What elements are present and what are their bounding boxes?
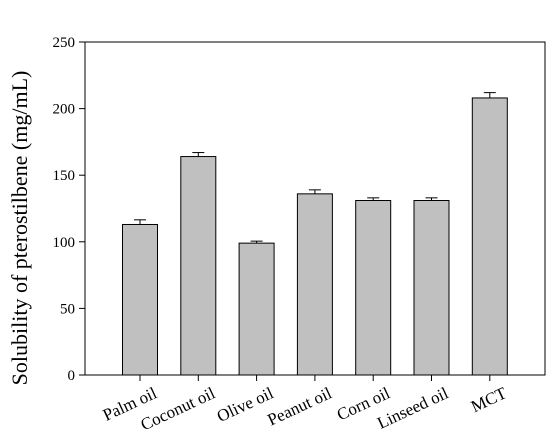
bars-group (122, 92, 508, 381)
bar (296, 193, 333, 376)
y-tick-label: 200 (53, 102, 76, 118)
bar (471, 97, 508, 376)
y-tick-label: 100 (53, 235, 76, 251)
bar (238, 242, 275, 376)
y-ticks-group: 0 50 100 150 200 250 (53, 35, 85, 384)
y-tick-label: 150 (53, 168, 76, 184)
category-label: Peanut oil (265, 383, 335, 429)
bar (180, 156, 217, 376)
bar (122, 223, 158, 376)
bar (413, 200, 450, 376)
y-axis-title: Solubility of pterostilbene (mg/mL) (7, 71, 32, 386)
y-tick-label: 250 (53, 35, 76, 51)
category-label: MCT (468, 383, 510, 416)
y-tick-label: 50 (60, 301, 75, 317)
bar (355, 200, 392, 376)
plot-frame (84, 41, 546, 376)
y-tick-label: 0 (68, 368, 76, 384)
